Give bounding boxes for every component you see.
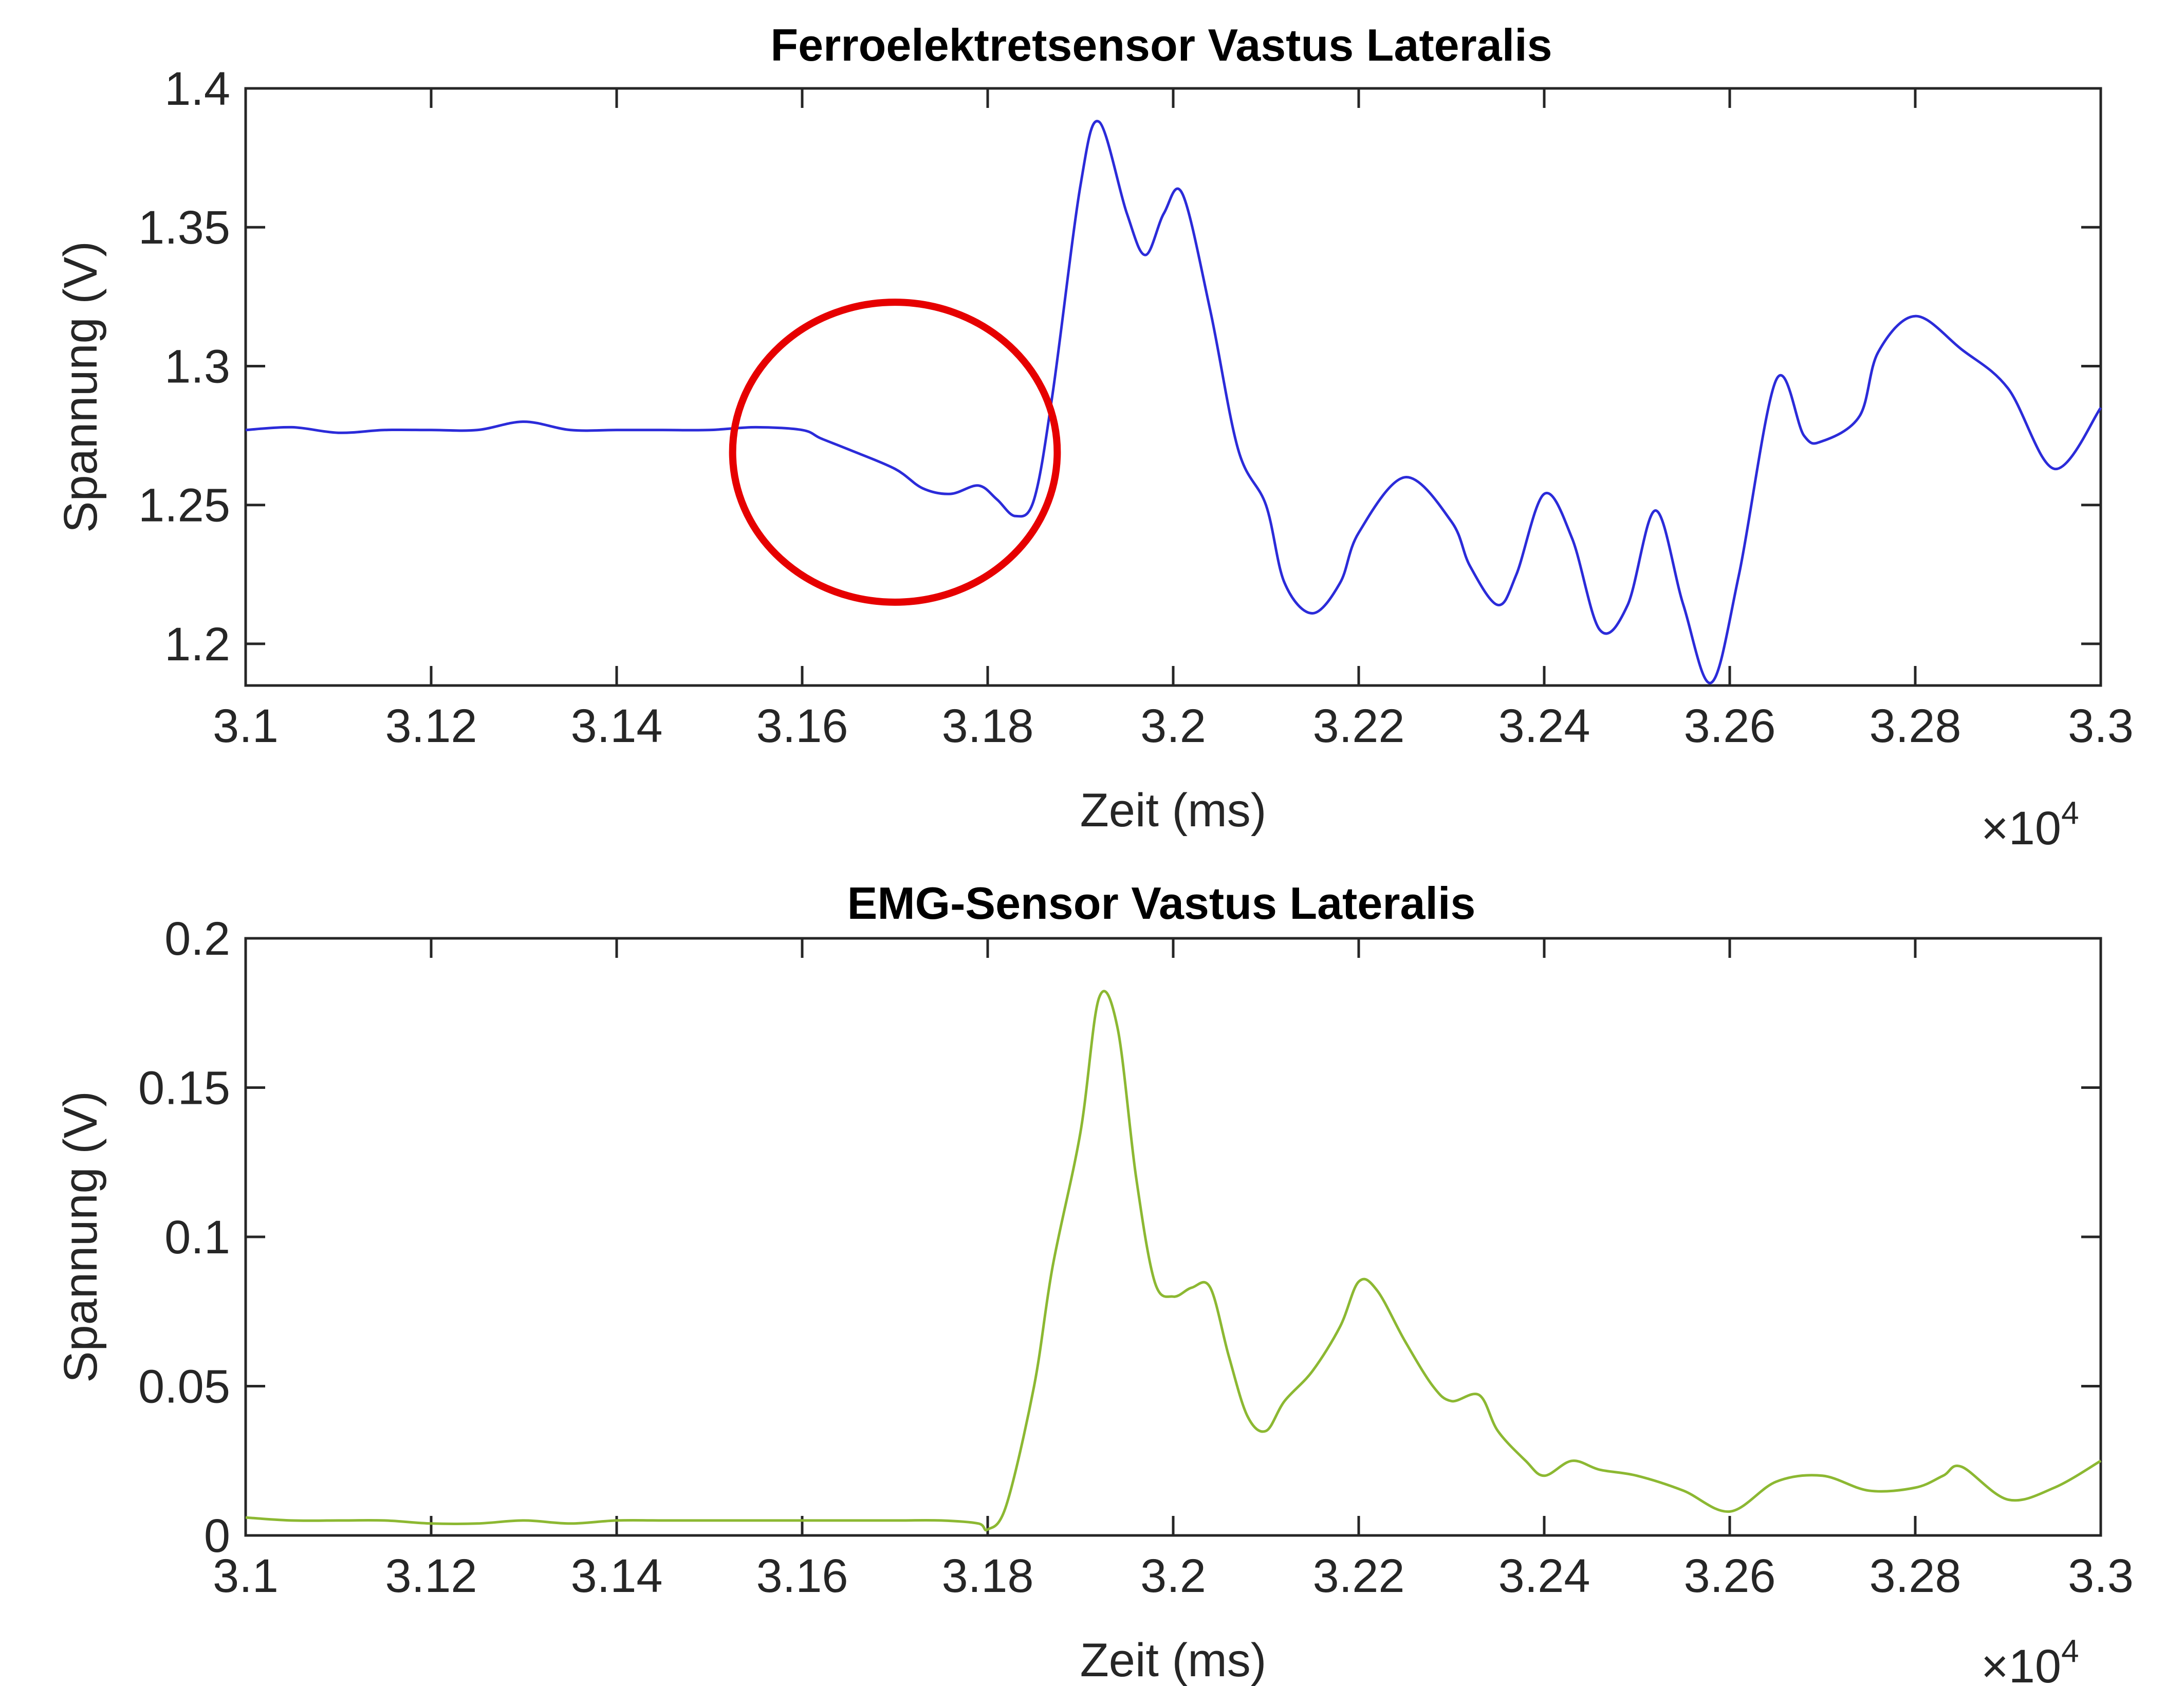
emg-title: EMG-Sensor Vastus Lateralis	[847, 878, 1476, 929]
emg-panel: EMG-Sensor Vastus Lateralis 3.1 3.12 3.14 3…	[54, 878, 2134, 1686]
emg-x-tick-label: 3.1	[213, 1550, 279, 1602]
ferroelectret-y-tick-labels: 1.2 1.25 1.3 1.35 1.4	[138, 63, 230, 671]
ferroelectret-y-tick-label: 1.35	[138, 201, 230, 254]
ferroelectret-x-tick-label: 3.12	[385, 700, 477, 752]
emg-x-tick-label: 3.3	[2068, 1550, 2134, 1602]
emg-x-tick-label: 3.12	[385, 1550, 477, 1602]
ferroelectret-highlight-circle	[729, 299, 1061, 606]
ferroelectret-y-tick-label: 1.25	[138, 479, 230, 532]
ferroelectret-panel: Ferroelektretsensor Vastus Lateralis 3.1…	[54, 20, 2134, 855]
emg-series	[245, 990, 2102, 1532]
emg-x-axis-label: Zeit (ms)	[1080, 1634, 1267, 1686]
ferroelectret-x-tick-label: 3.14	[570, 700, 662, 752]
ferroelectret-x-tick-label: 3.18	[941, 700, 1033, 752]
ferroelectret-x-tick-labels: 3.1 3.12 3.14 3.16 3.18 3.2 3.22 3.24 3.26 3.28 3.…	[213, 700, 2134, 752]
emg-x-exponent-power: 4	[2061, 1634, 2079, 1669]
ferroelectret-y-tick-label: 1.3	[164, 340, 230, 393]
ferroelectret-highlight	[729, 299, 1061, 606]
ferroelectret-series-line	[245, 120, 2102, 684]
ferroelectret-x-exponent: ×104	[1981, 795, 2079, 855]
emg-x-exponent-base: ×10	[1981, 1640, 2061, 1686]
ferroelectret-x-tick-label: 3.2	[1140, 700, 1206, 752]
emg-x-tick-label: 3.16	[756, 1550, 848, 1602]
ferroelectret-y-tick-label: 1.4	[164, 63, 230, 115]
emg-y-tick-label: 0.1	[164, 1211, 230, 1264]
ferroelectret-x-exponent-base: ×10	[1981, 802, 2061, 855]
emg-x-tick-label: 3.14	[570, 1550, 662, 1602]
emg-x-tick-label: 3.26	[1683, 1550, 1775, 1602]
emg-series-line	[245, 990, 2102, 1532]
emg-x-tick-label: 3.2	[1140, 1550, 1206, 1602]
ferroelectret-y-tick-label: 1.2	[164, 618, 230, 671]
ferroelectret-x-tick-label: 3.26	[1683, 700, 1775, 752]
ferroelectret-ticks	[244, 87, 2102, 685]
emg-x-tick-labels: 3.1 3.12 3.14 3.16 3.18 3.2 3.22 3.24 3.26 3.28 3.…	[213, 1550, 2134, 1602]
emg-y-axis-label: Spannung (V)	[54, 1091, 107, 1383]
emg-x-tick-label: 3.28	[1869, 1550, 1961, 1602]
emg-y-tick-label: 0.05	[138, 1361, 230, 1413]
emg-x-exponent: ×104	[1981, 1634, 2079, 1686]
ferroelectret-x-axis-label: Zeit (ms)	[1080, 784, 1267, 837]
ferroelectret-y-axis-label: Spannung (V)	[54, 241, 107, 533]
ferroelectret-x-tick-label: 3.1	[213, 700, 279, 752]
emg-x-tick-label: 3.22	[1312, 1550, 1404, 1602]
emg-y-tick-label: 0.2	[164, 913, 230, 965]
ferroelectret-title: Ferroelektretsensor Vastus Lateralis	[770, 20, 1552, 70]
emg-x-tick-label: 3.24	[1498, 1550, 1590, 1602]
emg-y-tick-label: 0.15	[138, 1062, 230, 1115]
ferroelectret-x-tick-label: 3.24	[1498, 700, 1590, 752]
emg-x-tick-label: 3.18	[941, 1550, 1033, 1602]
emg-y-tick-labels: 0 0.05 0.1 0.15 0.2	[138, 913, 230, 1562]
ferroelectret-x-tick-label: 3.16	[756, 700, 848, 752]
ferroelectret-x-tick-label: 3.28	[1869, 700, 1961, 752]
emg-y-tick-label: 0	[204, 1510, 230, 1562]
ferroelectret-x-tick-label: 3.3	[2068, 700, 2134, 752]
ferroelectret-series	[245, 120, 2102, 684]
emg-ticks	[244, 937, 2102, 1537]
ferroelectret-x-tick-label: 3.22	[1312, 700, 1404, 752]
ferroelectret-x-exponent-power: 4	[2061, 795, 2079, 831]
